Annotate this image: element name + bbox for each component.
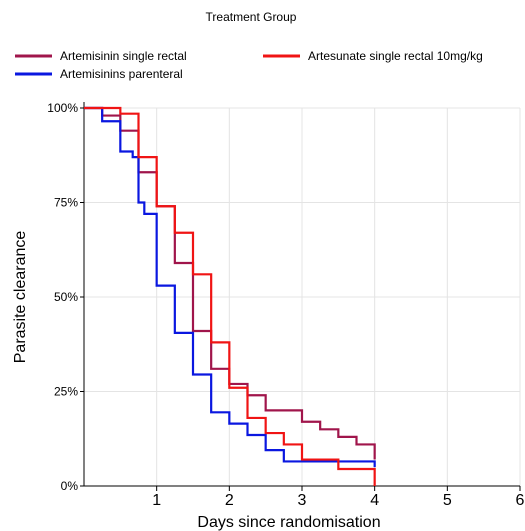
legend-label-artemisinins-parenteral: Artemisinins parenteral: [60, 67, 183, 81]
y-tick-label-3: 75%: [54, 196, 78, 210]
y-tick-label-2: 50%: [54, 290, 78, 304]
ticks: 0% 25% 50% 75% 100% 1 2 3 4 5 6: [47, 101, 524, 509]
y-axis-title: Parasite clearance: [12, 231, 29, 364]
x-tick-label-2: 3: [298, 492, 307, 509]
x-tick-label-4: 5: [443, 492, 452, 509]
legend-label-artemisinin-single-rectal: Artemisinin single rectal: [60, 49, 187, 63]
y-tick-label-1: 25%: [54, 385, 78, 399]
series-line-artesunate-single-rectal-10mg-kg: [84, 106, 376, 486]
y-tick-label-0: 0%: [61, 479, 79, 493]
series-line-artemisinins-parenteral: [84, 106, 376, 468]
x-tick-label-5: 6: [516, 492, 525, 509]
legend-label-artesunate-single-rectal: Artesunate single rectal 10mg/kg: [308, 49, 483, 63]
legend-title: Treatment Group: [206, 10, 297, 24]
grid: [84, 107, 521, 487]
x-axis-title: Days since randomisation: [197, 514, 380, 531]
x-tick-label-0: 1: [152, 492, 161, 509]
x-tick-label-1: 2: [225, 492, 234, 509]
series: [84, 106, 376, 486]
y-tick-label-4: 100%: [47, 101, 78, 115]
x-tick-label-3: 4: [370, 492, 379, 509]
legend: Artemisinin single rectal Artemisinins p…: [15, 49, 483, 81]
